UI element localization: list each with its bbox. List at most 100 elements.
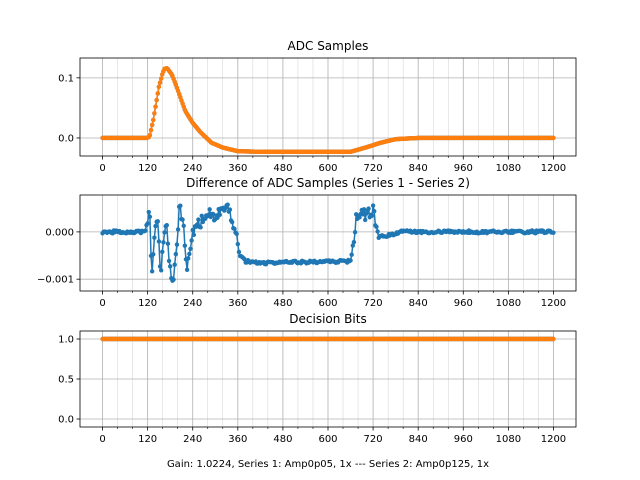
x-tick-label: 240 (183, 298, 202, 309)
data-point (155, 219, 160, 224)
x-tick-label: 720 (364, 298, 383, 309)
data-point (374, 224, 379, 230)
data-point (165, 241, 171, 246)
data-point (157, 80, 163, 85)
data-point (357, 215, 362, 220)
series-1 (100, 202, 556, 283)
data-point (152, 235, 157, 240)
data-point (360, 212, 366, 217)
data-point (363, 217, 368, 223)
data-point (147, 214, 153, 219)
data-point (352, 230, 358, 235)
x-tick-label: 1200 (541, 163, 566, 174)
data-point (148, 127, 154, 133)
x-tick-label: 720 (364, 163, 383, 174)
difference-chart: 0 120 240 360 480 600 720 840 960 1080 1200 −0.001 0… (37, 176, 577, 309)
data-point (184, 267, 190, 272)
data-point (186, 256, 191, 261)
data-point (210, 211, 216, 217)
x-tick-label: 120 (138, 298, 157, 309)
x-tick-label: 240 (183, 434, 202, 445)
decision-bits-title: Decision Bits (289, 312, 366, 326)
data-point (369, 213, 375, 218)
data-point (232, 226, 237, 232)
data-point (161, 240, 166, 245)
y-tick-label: 0.0 (58, 133, 74, 144)
data-point (156, 84, 162, 90)
series-2 (100, 336, 556, 342)
data-point (375, 229, 380, 234)
data-point (370, 203, 376, 208)
data-point (234, 231, 239, 237)
x-tick-label: 960 (454, 298, 473, 309)
y-tick-label: −0.001 (37, 275, 74, 286)
x-tick-label: 1200 (541, 434, 566, 445)
data-point (198, 225, 203, 230)
x-tick-label: 720 (364, 434, 383, 445)
data-point (188, 246, 193, 252)
data-point (145, 221, 150, 226)
x-tick-label: 1080 (496, 434, 521, 445)
decision-bits-chart: 0 120 240 360 480 600 720 840 960 1080 1200 0.0 0.5 1… (58, 312, 577, 445)
data-point (199, 213, 204, 218)
data-point (158, 76, 164, 81)
data-point (172, 262, 177, 267)
x-tick-label: 120 (138, 163, 157, 174)
data-point (146, 209, 151, 215)
data-point (158, 268, 164, 273)
axes-frame (79, 57, 577, 157)
data-point (153, 104, 158, 109)
x-tick-label: 1200 (541, 298, 566, 309)
data-point (348, 258, 353, 263)
data-point (174, 242, 180, 247)
y-tick-label: 0.5 (58, 375, 74, 386)
data-point (190, 227, 195, 233)
data-point (147, 132, 153, 138)
data-point (191, 232, 197, 238)
y-tick-label: 0.1 (58, 73, 74, 84)
data-point (349, 252, 354, 257)
x-tick-label: 0 (99, 434, 105, 445)
x-tick-label: 840 (409, 298, 428, 309)
footer-caption: Gain: 1.0224, Series 1: Amp0p05, 1x --- … (167, 459, 489, 470)
data-point (173, 251, 179, 257)
x-tick-label: 1080 (496, 298, 521, 309)
data-point (225, 202, 230, 207)
adc-samples-chart: 0 120 240 360 480 600 720 840 960 1080 1200 0.0 0.1 A… (58, 39, 577, 174)
data-point (152, 111, 157, 116)
data-point (229, 219, 235, 225)
x-tick-label: 600 (318, 434, 337, 445)
x-tick-label: 120 (138, 434, 157, 445)
data-point (162, 230, 167, 235)
data-point (235, 241, 241, 247)
y-tick-label: 1.0 (58, 335, 74, 346)
data-point (227, 207, 233, 212)
x-tick-label: 600 (318, 298, 337, 309)
data-point (217, 212, 222, 218)
data-point (196, 217, 201, 222)
data-point (175, 227, 181, 232)
data-point (171, 277, 176, 282)
x-tick-label: 480 (273, 434, 292, 445)
difference-title: Difference of ADC Samples (Series 1 - Se… (186, 176, 470, 190)
data-point (182, 243, 188, 248)
x-tick-label: 360 (228, 163, 247, 174)
adc-samples-title: ADC Samples (288, 39, 369, 53)
x-tick-label: 240 (183, 163, 202, 174)
data-point (153, 223, 158, 229)
data-point (361, 207, 367, 212)
y-tick-label: 0.000 (45, 227, 74, 238)
data-point (154, 97, 159, 103)
x-tick-label: 0 (99, 163, 105, 174)
axes-frame (79, 330, 577, 428)
data-point (181, 223, 186, 229)
data-point (149, 122, 155, 128)
data-point (187, 251, 192, 257)
data-point (178, 203, 183, 208)
data-point (151, 117, 156, 123)
x-tick-label: 1080 (496, 163, 521, 174)
data-point (551, 230, 556, 235)
series-2 (100, 66, 556, 154)
x-tick-label: 960 (454, 163, 473, 174)
